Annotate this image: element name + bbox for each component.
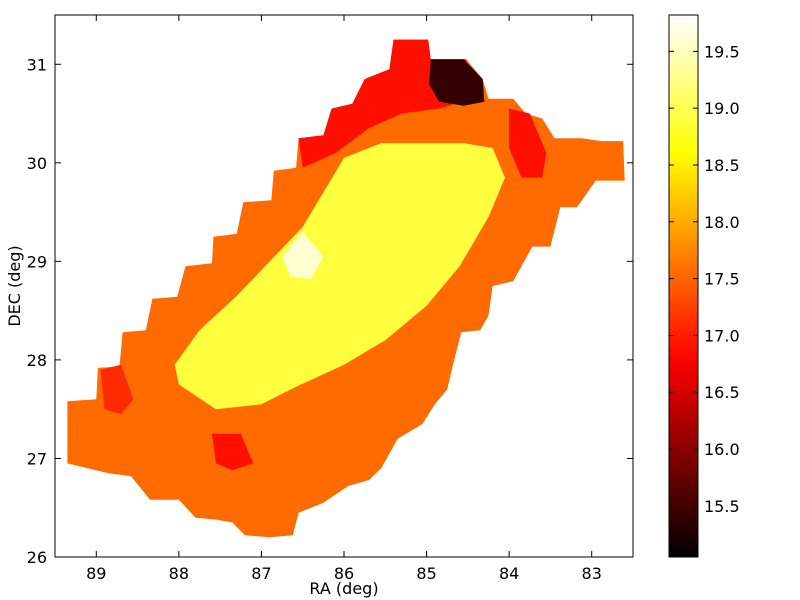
colorbar-tick-label: 16.0	[704, 440, 740, 459]
x-axis-label: RA (deg)	[309, 579, 378, 598]
colorbar-tick-label: 19.0	[704, 99, 740, 118]
heatmap-region-7	[211, 433, 254, 471]
y-tick-label: 30	[27, 154, 47, 173]
heatmap-region-5	[509, 108, 547, 178]
colorbar-tick-label: 16.5	[704, 383, 740, 402]
y-tick-label: 27	[27, 449, 47, 468]
x-axis-ticks: 89 88 87 86 85 84 83	[86, 15, 602, 583]
colorbar-tick-label: 17.0	[704, 326, 740, 345]
colorbar-tick-label: 18.5	[704, 156, 740, 175]
colorbar-tick-label: 18.0	[704, 213, 740, 232]
y-tick-label: 28	[27, 351, 47, 370]
x-tick-label: 87	[251, 564, 271, 583]
x-tick-label: 83	[582, 564, 602, 583]
x-tick-label: 88	[169, 564, 189, 583]
colorbar-tick-label: 19.5	[704, 42, 740, 61]
heatmap-layer	[67, 39, 625, 538]
y-tick-label: 29	[27, 252, 47, 271]
heatmap-region-4	[429, 59, 485, 106]
heatmap-region-6	[100, 364, 134, 415]
heatmap-region-1	[174, 143, 505, 410]
x-tick-label: 89	[86, 564, 106, 583]
colorbar-tick-label: 15.5	[704, 497, 740, 516]
x-tick-label: 85	[416, 564, 436, 583]
y-axis-label: DEC (deg)	[5, 245, 24, 326]
y-axis-ticks: 26 27 28 29 30 31	[27, 55, 633, 567]
colorbar-frame	[668, 14, 699, 558]
heatmap-region-3	[298, 39, 472, 168]
x-tick-label: 84	[499, 564, 519, 583]
y-tick-label: 31	[27, 55, 47, 74]
y-tick-label: 26	[27, 548, 47, 567]
x-tick-label: 86	[334, 564, 354, 583]
heatmap-region-2	[282, 231, 324, 280]
colorbar	[669, 15, 698, 557]
colorbar-tick-label: 17.5	[704, 270, 740, 289]
colorbar-ticks: 15.5 16.0 16.5 17.0 17.5 18.0 18.5 19.0 19.5	[669, 42, 740, 516]
